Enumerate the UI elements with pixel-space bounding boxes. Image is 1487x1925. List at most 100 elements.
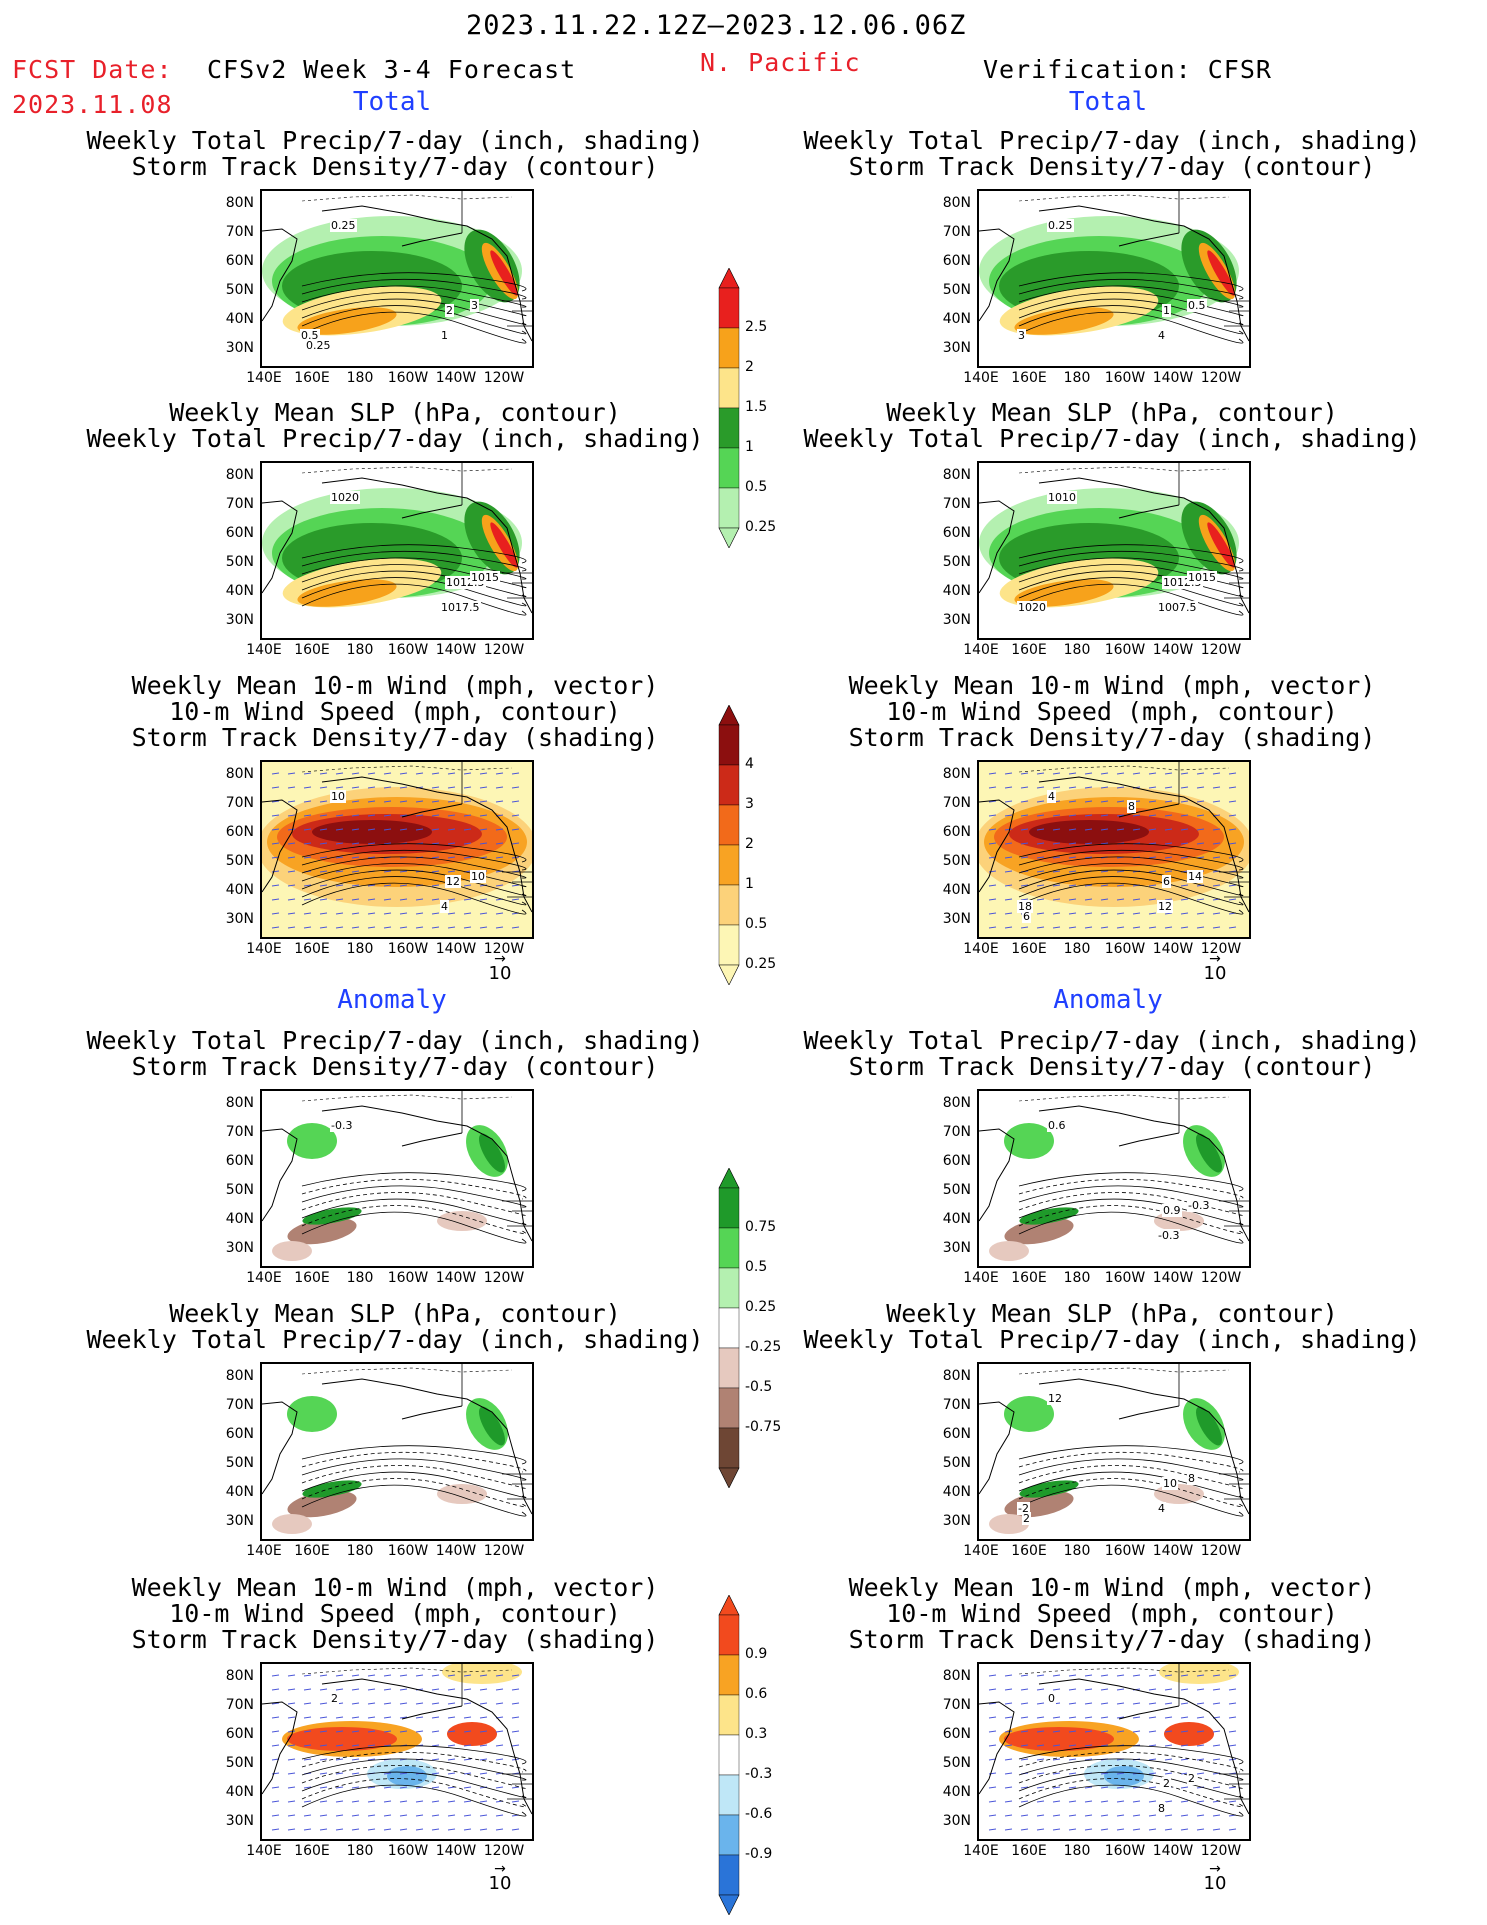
panel-title-fl2: Weekly Mean SLP (hPa, contour) Weekly Tot…: [75, 400, 715, 452]
x-tick-label: 160E: [1011, 1843, 1047, 1859]
contour-label: 6: [1022, 910, 1031, 923]
x-tick-label: 120W: [483, 642, 525, 658]
x-tick-label: 160W: [1104, 1270, 1146, 1286]
contour-label: 6: [1162, 875, 1171, 888]
contour-label: 10: [1162, 1477, 1178, 1490]
y-tick-label: 50N: [942, 282, 971, 298]
colorbar-tick-label: 2: [745, 836, 754, 852]
contour-label: 2: [330, 1692, 339, 1705]
x-tick-label: 160E: [294, 1843, 330, 1859]
colorbar-tick-label: 0.6: [745, 1686, 768, 1702]
y-tick-label: 70N: [942, 224, 971, 240]
y-tick-label: 30N: [942, 340, 971, 356]
y-tick-label: 50N: [225, 853, 254, 869]
x-tick-label: 140E: [246, 370, 282, 386]
fcst-date-label: FCST Date:: [12, 55, 173, 84]
x-tick-label: 160W: [387, 1270, 429, 1286]
y-tick-label: 80N: [225, 1668, 254, 1684]
y-tick-label: 70N: [942, 1397, 971, 1413]
colorbar-tick-label: 0.5: [745, 916, 768, 932]
x-tick-label: 140W: [1152, 1543, 1194, 1559]
map-panel-fl1: [260, 189, 534, 368]
section-total-left: Total: [352, 87, 432, 117]
x-tick-label: 140E: [963, 941, 999, 957]
panel-title-line: Weekly Mean SLP (hPa, contour): [169, 1299, 621, 1328]
x-tick-label: 160E: [1011, 1543, 1047, 1559]
map-plot: [262, 1664, 532, 1831]
x-tick-label: 140W: [1152, 370, 1194, 386]
x-tick-label: 160E: [294, 1543, 330, 1559]
map-panel-fr4: [977, 1089, 1251, 1268]
x-tick-label: 120W: [483, 1270, 525, 1286]
panel-title-fr3: Weekly Mean 10-m Wind (mph, vector) 10-m …: [792, 673, 1432, 751]
contour-label: 0.5: [300, 329, 320, 342]
contour-label: 1: [1162, 304, 1171, 317]
colorbar-tick-label: 3: [745, 796, 754, 812]
y-tick-label: 60N: [942, 1426, 971, 1442]
colorbar-tick-label: 4: [745, 756, 754, 772]
y-tick-label: 60N: [225, 1426, 254, 1442]
x-tick-label: 140W: [435, 1843, 477, 1859]
map-panel-fl3: [260, 760, 534, 939]
vector-ref-fl3: → 10: [488, 951, 512, 984]
panel-title-line: 10-m Wind Speed (mph, contour): [886, 1599, 1338, 1628]
date-range: 2023.11.22.12Z–2023.12.06.06Z: [466, 10, 967, 41]
panel-title-fl1: Weekly Total Precip/7-day (inch, shading…: [75, 128, 715, 180]
x-tick-label: 180: [346, 370, 374, 386]
x-tick-label: 140W: [435, 642, 477, 658]
y-tick-label: 70N: [225, 1397, 254, 1413]
y-tick-label: 50N: [225, 1755, 254, 1771]
panel-title-line: Storm Track Density/7-day (contour): [848, 152, 1376, 181]
panel-title-line: Weekly Mean 10-m Wind (mph, vector): [848, 1573, 1376, 1602]
y-tick-label: 40N: [942, 311, 971, 327]
map-panel-fr2: [977, 461, 1251, 640]
y-tick-label: 50N: [942, 853, 971, 869]
y-tick-label: 40N: [225, 583, 254, 599]
colorbar-storm_anom: [717, 1594, 741, 1919]
forecast-name: CFSv2 Week 3-4 Forecast: [207, 55, 577, 84]
panel-title-line: 10-m Wind Speed (mph, contour): [169, 1599, 621, 1628]
x-tick-label: 120W: [483, 1843, 525, 1859]
contour-label: 12: [1157, 900, 1173, 913]
y-tick-label: 30N: [942, 1513, 971, 1529]
x-tick-label: 160W: [1104, 1843, 1146, 1859]
x-tick-label: 140E: [963, 1843, 999, 1859]
contour-label: 0.9: [1162, 1204, 1182, 1217]
y-tick-label: 30N: [225, 1813, 254, 1829]
x-tick-label: 160W: [387, 642, 429, 658]
y-tick-label: 80N: [942, 195, 971, 211]
map-plot: [979, 463, 1249, 616]
panel-title-fl3: Weekly Mean 10-m Wind (mph, vector) 10-m …: [75, 673, 715, 751]
x-tick-label: 180: [1063, 370, 1091, 386]
contour-label: 0.6: [1047, 1119, 1067, 1132]
x-tick-label: 120W: [1200, 1543, 1242, 1559]
panel-title-fl6: Weekly Mean 10-m Wind (mph, vector) 10-m …: [75, 1575, 715, 1653]
x-tick-label: 140E: [963, 1270, 999, 1286]
map-panel-fl5: [260, 1362, 534, 1541]
x-tick-label: 140E: [246, 1543, 282, 1559]
x-tick-label: 140E: [246, 941, 282, 957]
y-tick-label: 60N: [225, 1153, 254, 1169]
x-tick-label: 120W: [1200, 642, 1242, 658]
contour-label: 1015: [470, 571, 500, 584]
y-tick-label: 60N: [225, 253, 254, 269]
map-panel-fr6: [977, 1662, 1251, 1841]
panel-title-line: Storm Track Density/7-day (contour): [131, 1052, 659, 1081]
x-tick-label: 140E: [963, 370, 999, 386]
colorbar-tick-label: 0.9: [745, 1646, 768, 1662]
y-tick-label: 30N: [225, 340, 254, 356]
map-plot: [262, 762, 532, 937]
x-tick-label: 160E: [294, 941, 330, 957]
x-tick-label: 180: [346, 1843, 374, 1859]
x-tick-label: 140E: [963, 1543, 999, 1559]
contour-label: 1007.5: [1157, 601, 1198, 614]
panel-title-line: Weekly Mean 10-m Wind (mph, vector): [131, 1573, 659, 1602]
map-panel-fl6: [260, 1662, 534, 1841]
contour-label: -0.3: [1157, 1229, 1181, 1242]
x-tick-label: 180: [1063, 642, 1091, 658]
y-tick-label: 50N: [942, 554, 971, 570]
x-tick-label: 160W: [387, 370, 429, 386]
x-tick-label: 160E: [1011, 941, 1047, 957]
vector-ref-fr6: → 10: [1203, 1861, 1227, 1894]
panel-title-line: Weekly Mean SLP (hPa, contour): [886, 398, 1338, 427]
